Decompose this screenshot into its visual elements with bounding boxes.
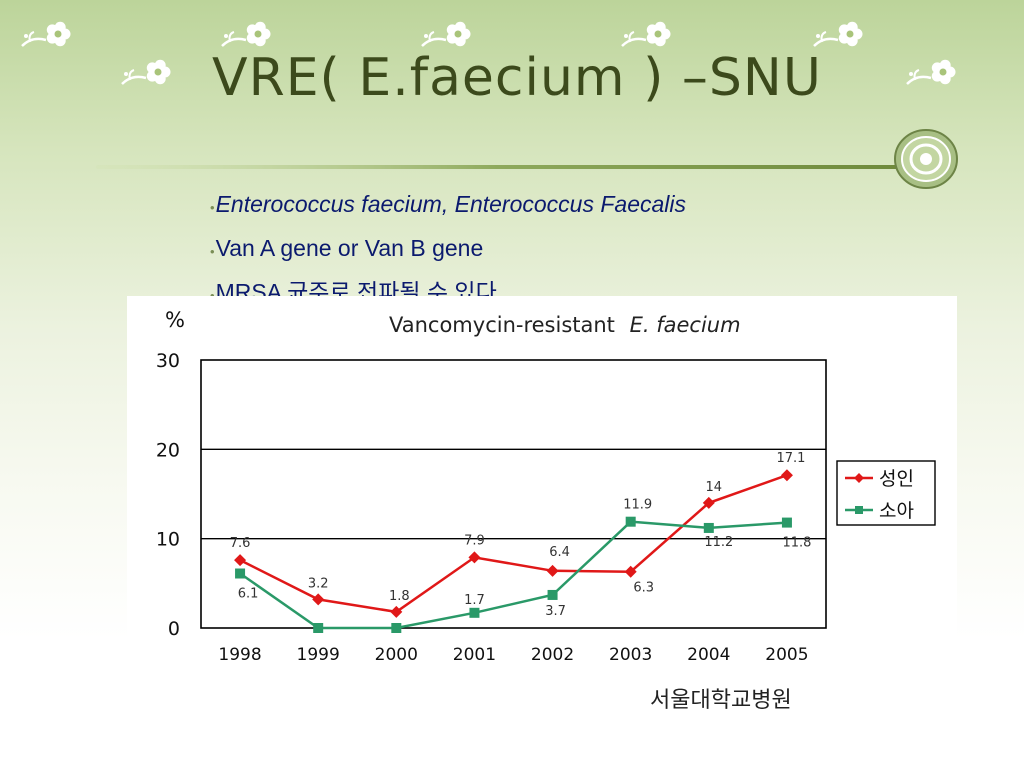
data-label: 6.3 xyxy=(633,581,654,596)
data-label: 6.1 xyxy=(238,587,259,602)
data-label: 11.9 xyxy=(623,498,652,513)
x-tick-label: 1998 xyxy=(218,645,261,665)
vine-flower-icon xyxy=(21,21,71,47)
data-label: 11.2 xyxy=(704,535,733,550)
vine-flower-icon xyxy=(621,21,671,47)
data-label: 6.4 xyxy=(549,545,570,560)
data-label: 1.8 xyxy=(389,589,410,604)
round-emblem-icon xyxy=(894,129,958,189)
data-point-adult xyxy=(390,605,403,618)
x-tick-label: 1999 xyxy=(297,645,340,665)
x-tick-label: 2005 xyxy=(765,645,808,665)
vine-flower-icon xyxy=(906,59,956,85)
chart-panel: 0 10 20 30% Vancomycin-resistant E. faecium 1… xyxy=(127,296,957,710)
bullet-list: •Enterococcus faecium, Enterococcus Faec… xyxy=(210,190,686,322)
data-label: 17.1 xyxy=(776,451,805,466)
data-point-child xyxy=(703,522,714,533)
data-point-child xyxy=(235,568,246,579)
vine-flower-icon xyxy=(221,21,271,47)
x-tick-label: 2001 xyxy=(453,645,496,665)
x-tick-label: 2002 xyxy=(531,645,574,665)
y-tick-label: 20 xyxy=(156,439,180,461)
vine-flower-icon xyxy=(813,21,863,47)
vre-line-chart: 0 10 20 30% Vancomycin-resistant E. faecium 1… xyxy=(156,308,936,665)
data-point-adult xyxy=(780,469,793,482)
series-line-adult xyxy=(239,474,788,614)
plot-frame xyxy=(200,359,827,629)
slide-title: VRE( E.faecium ) –SNU xyxy=(212,48,822,108)
title-divider-line xyxy=(96,165,898,169)
x-tick-label: 2004 xyxy=(687,645,730,665)
data-label: 1.7 xyxy=(464,593,485,608)
chart-title-italic: E. faecium xyxy=(630,313,741,337)
chart-title: Vancomycin-resistant E. faecium xyxy=(389,313,741,337)
data-label: 7.9 xyxy=(464,533,485,548)
x-tick-label: 2003 xyxy=(609,645,652,665)
chart-title-plain: Vancomycin-resistant xyxy=(389,313,622,337)
bullet-dot-icon: • xyxy=(210,200,215,215)
x-tick-label: 2000 xyxy=(375,645,418,665)
data-point-adult xyxy=(624,565,637,578)
data-point-child xyxy=(469,607,480,618)
data-label: 3.7 xyxy=(545,604,566,619)
data-point-child xyxy=(313,623,324,633)
legend-label: 소아 xyxy=(879,500,914,522)
legend-label: 성인 xyxy=(879,468,914,490)
data-label: 11.8 xyxy=(782,536,811,551)
legend-marker-child xyxy=(855,506,863,514)
bullet-text: Enterococcus faecium, Enterococcus Faeca… xyxy=(215,191,686,217)
data-point-child xyxy=(625,516,636,527)
source-label: 서울대학교병원 xyxy=(650,688,792,713)
data-point-child xyxy=(391,623,402,633)
y-tick-label: 10 xyxy=(156,529,180,551)
y-unit-label: % xyxy=(165,308,185,332)
data-point-adult xyxy=(468,551,481,564)
data-point-adult xyxy=(702,496,715,509)
data-label: 3.2 xyxy=(308,576,329,591)
bullet-item: •Van A gene or Van B gene xyxy=(210,234,686,266)
legend-marker-adult xyxy=(854,473,864,483)
bullet-item: •Enterococcus faecium, Enterococcus Faec… xyxy=(210,190,686,222)
bullet-dot-icon: • xyxy=(210,244,215,259)
vine-flower-icon xyxy=(421,21,471,47)
data-point-adult xyxy=(312,593,325,606)
y-tick-label: 30 xyxy=(156,350,180,372)
y-tick-label: 0 xyxy=(168,618,180,640)
data-point-child xyxy=(781,517,792,528)
series-line-child xyxy=(239,520,787,630)
data-label: 14 xyxy=(706,480,723,495)
bullet-text: Van A gene or Van B gene xyxy=(215,235,484,261)
data-label: 7.6 xyxy=(230,536,251,551)
chart-legend xyxy=(836,460,936,526)
data-point-child xyxy=(547,589,558,600)
data-point-adult xyxy=(546,564,559,577)
bullet-dot-icon: • xyxy=(210,288,215,303)
vine-flower-icon xyxy=(121,59,171,85)
data-point-adult xyxy=(234,554,247,567)
